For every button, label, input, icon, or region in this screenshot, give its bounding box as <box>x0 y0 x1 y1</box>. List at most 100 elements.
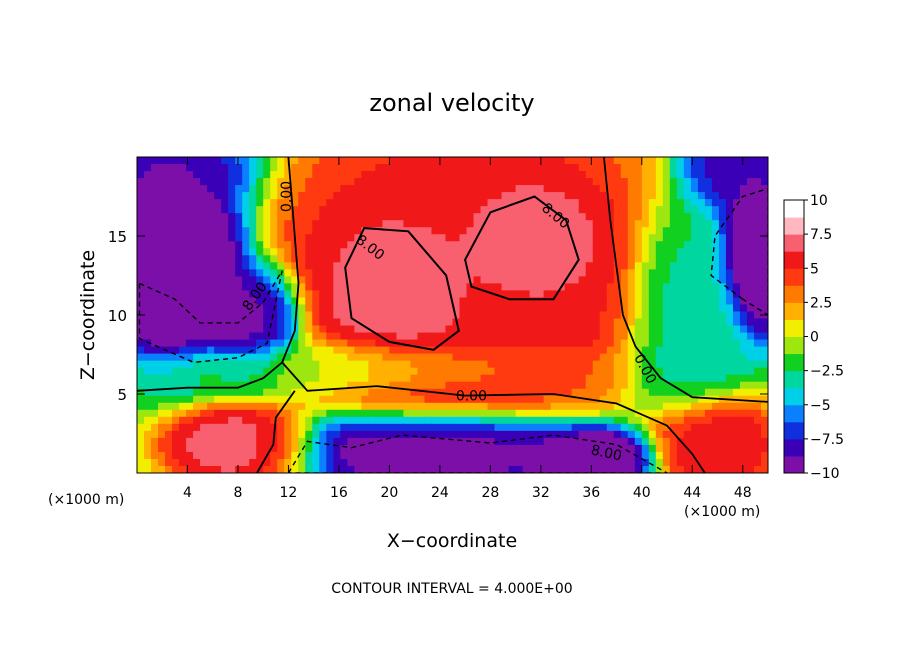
field-cell <box>165 409 173 418</box>
field-cell <box>151 451 159 460</box>
x-tick-label: 24 <box>431 485 449 501</box>
field-cell <box>186 374 194 383</box>
contour-zero-0 <box>281 157 706 473</box>
field-cell <box>564 269 573 277</box>
field-cell <box>347 248 355 256</box>
field-cell <box>578 290 587 299</box>
field-cell <box>382 388 390 397</box>
field-cell <box>277 255 285 263</box>
field-cell <box>641 241 650 249</box>
field-cell <box>739 402 748 411</box>
field-cell <box>445 339 454 348</box>
field-cell <box>312 255 320 263</box>
field-cell <box>312 157 320 165</box>
field-cell <box>151 318 159 327</box>
field-cell <box>718 318 727 327</box>
field-cell <box>242 262 250 270</box>
field-cell <box>417 164 426 172</box>
field-cell <box>508 437 517 446</box>
field-cell <box>165 206 173 214</box>
field-cell <box>459 283 468 292</box>
field-cell <box>438 276 447 284</box>
field-cell <box>620 304 629 313</box>
field-cell <box>284 304 292 313</box>
field-cell <box>242 283 250 292</box>
field-cell <box>389 388 398 397</box>
field-cell <box>270 171 278 179</box>
field-cell <box>627 283 636 292</box>
field-cell <box>634 164 643 172</box>
field-cell <box>466 430 475 439</box>
field-cell <box>228 374 236 383</box>
field-cell <box>494 241 503 249</box>
field-cell <box>739 199 748 207</box>
field-cell <box>676 297 685 306</box>
field-cell <box>690 430 699 439</box>
field-cell <box>291 367 299 376</box>
field-cell <box>550 290 559 299</box>
field-cell <box>466 395 475 404</box>
field-cell <box>165 402 173 411</box>
field-cell <box>396 178 405 186</box>
field-cell <box>382 262 390 270</box>
field-cell <box>571 164 580 172</box>
field-cell <box>165 388 173 397</box>
field-cell <box>522 290 531 299</box>
field-cell <box>662 332 671 341</box>
field-cell <box>186 269 194 277</box>
field-cell <box>760 234 768 242</box>
field-cell <box>249 297 257 306</box>
field-cell <box>403 423 412 432</box>
field-cell <box>487 360 496 369</box>
field-cell <box>354 178 362 186</box>
field-cell <box>242 304 250 313</box>
field-cell <box>704 346 713 355</box>
field-cell <box>200 402 208 411</box>
field-cell <box>151 444 159 453</box>
field-cell <box>270 192 278 200</box>
field-cell <box>683 388 692 397</box>
field-cell <box>151 332 159 341</box>
field-cell <box>270 346 278 355</box>
field-cell <box>606 297 615 306</box>
field-cell <box>403 339 412 348</box>
field-cell <box>319 290 327 299</box>
field-cell <box>634 304 643 313</box>
field-cell <box>529 465 538 473</box>
field-cell <box>648 157 657 165</box>
field-cell <box>200 241 208 249</box>
field-cell <box>704 318 713 327</box>
field-cell <box>466 248 475 256</box>
field-cell <box>263 423 271 432</box>
field-cell <box>445 444 454 453</box>
field-cell <box>480 157 489 165</box>
field-cell <box>522 360 531 369</box>
field-cell <box>585 269 594 277</box>
field-cell <box>676 458 685 467</box>
field-cell <box>382 192 390 200</box>
field-cell <box>494 304 503 313</box>
field-cell <box>445 199 454 207</box>
field-cell <box>312 311 320 320</box>
field-cell <box>200 276 208 284</box>
field-cell <box>382 206 390 214</box>
field-cell <box>445 458 454 467</box>
field-cell <box>186 199 194 207</box>
field-cell <box>732 241 741 249</box>
field-cell <box>396 164 405 172</box>
field-cell <box>606 304 615 313</box>
field-cell <box>648 171 657 179</box>
field-cell <box>634 157 643 165</box>
field-cell <box>354 185 362 193</box>
field-cell <box>410 297 419 306</box>
field-cell <box>676 206 685 214</box>
field-cell <box>669 430 678 439</box>
field-cell <box>137 262 145 270</box>
field-cell <box>466 220 475 228</box>
field-cell <box>550 234 559 242</box>
field-cell <box>718 430 727 439</box>
field-cell <box>137 185 145 193</box>
field-cell <box>144 213 152 221</box>
field-cell <box>235 339 243 348</box>
field-cell <box>543 381 552 390</box>
